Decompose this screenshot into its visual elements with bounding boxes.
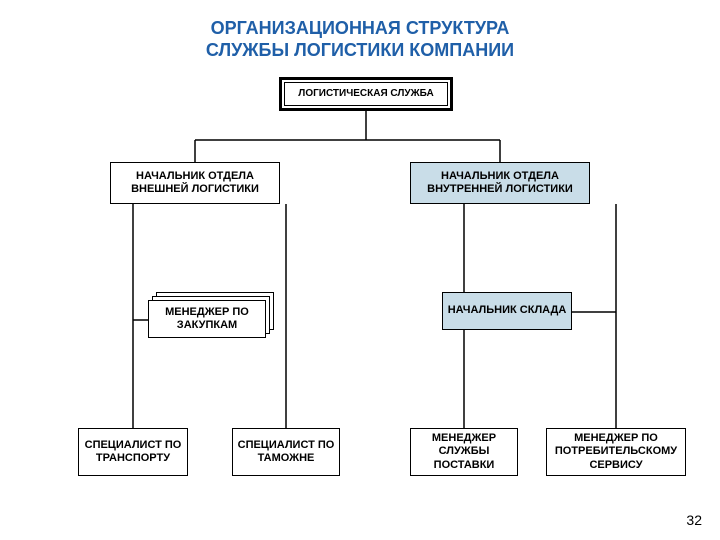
node-right-label: НАЧАЛЬНИК ОТДЕЛА ВНУТРЕННЕЙ ЛОГИСТИКИ bbox=[415, 170, 585, 196]
node-root-label: ЛОГИСТИЧЕСКАЯ СЛУЖБА bbox=[298, 88, 433, 100]
node-mgr-service-label: МЕНЕДЖЕР ПО ПОТРЕБИТЕЛЬСКОМУ СЕРВИСУ bbox=[551, 432, 681, 472]
node-spec-cust: СПЕЦИАЛИСТ ПО ТАМОЖНЕ bbox=[232, 428, 340, 476]
node-head-wh: НАЧАЛЬНИК СКЛАДА bbox=[442, 292, 572, 330]
node-left-label: НАЧАЛЬНИК ОТДЕЛА ВНЕШНЕЙ ЛОГИСТИКИ bbox=[115, 170, 275, 196]
node-mgr-service: МЕНЕДЖЕР ПО ПОТРЕБИТЕЛЬСКОМУ СЕРВИСУ bbox=[546, 428, 686, 476]
node-left: НАЧАЛЬНИК ОТДЕЛА ВНЕШНЕЙ ЛОГИСТИКИ bbox=[110, 162, 280, 204]
node-spec-cust-label: СПЕЦИАЛИСТ ПО ТАМОЖНЕ bbox=[237, 439, 335, 465]
node-mgr-supply-label: МЕНЕДЖЕР СЛУЖБЫ ПОСТАВКИ bbox=[415, 432, 513, 472]
page-number: 32 bbox=[686, 512, 702, 528]
node-spec-trans-label: СПЕЦИАЛИСТ ПО ТРАНСПОРТУ bbox=[83, 439, 183, 465]
node-mgr-supply: МЕНЕДЖЕР СЛУЖБЫ ПОСТАВКИ bbox=[410, 428, 518, 476]
node-root: ЛОГИСТИЧЕСКАЯ СЛУЖБА bbox=[284, 82, 448, 106]
node-head-wh-label: НАЧАЛЬНИК СКЛАДА bbox=[448, 304, 567, 317]
node-mgr-purch: МЕНЕДЖЕР ПО ЗАКУПКАМ bbox=[148, 300, 266, 338]
node-mgr-purch-label: МЕНЕДЖЕР ПО ЗАКУПКАМ bbox=[153, 306, 261, 332]
node-right: НАЧАЛЬНИК ОТДЕЛА ВНУТРЕННЕЙ ЛОГИСТИКИ bbox=[410, 162, 590, 204]
node-spec-trans: СПЕЦИАЛИСТ ПО ТРАНСПОРТУ bbox=[78, 428, 188, 476]
